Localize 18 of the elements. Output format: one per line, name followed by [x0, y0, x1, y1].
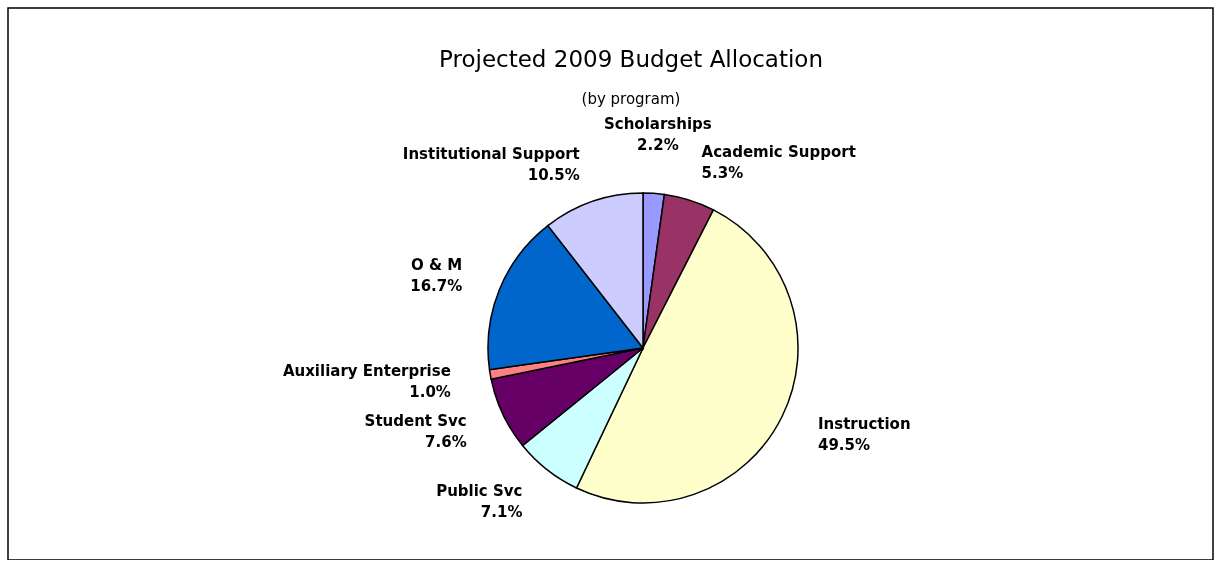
- data-label: 7.6%: [425, 433, 467, 452]
- data-label: 7.1%: [480, 503, 523, 522]
- data-label: 5.3%: [701, 164, 744, 182]
- data-label: 16.7%: [410, 276, 463, 295]
- slice-label: Student Svc: [364, 412, 467, 431]
- slice-label: Academic Support: [701, 143, 856, 161]
- slice-label: Public Svc: [436, 482, 523, 501]
- data-label: 2.2%: [637, 135, 679, 154]
- chart-subtitle: (by program): [581, 90, 681, 108]
- slice-label: Scholarships: [603, 114, 712, 133]
- slice-label: Auxiliary Enterprise: [282, 362, 451, 381]
- chart-title: Projected 2009 Budget Allocation: [438, 46, 824, 72]
- slice-label: Institutional Support: [402, 144, 580, 163]
- data-label: 1.0%: [409, 383, 451, 402]
- data-label: 10.5%: [527, 165, 580, 184]
- data-label: 49.5%: [817, 436, 870, 455]
- slice-label: Instruction: [817, 415, 911, 434]
- slice-label: O & M: [411, 255, 463, 274]
